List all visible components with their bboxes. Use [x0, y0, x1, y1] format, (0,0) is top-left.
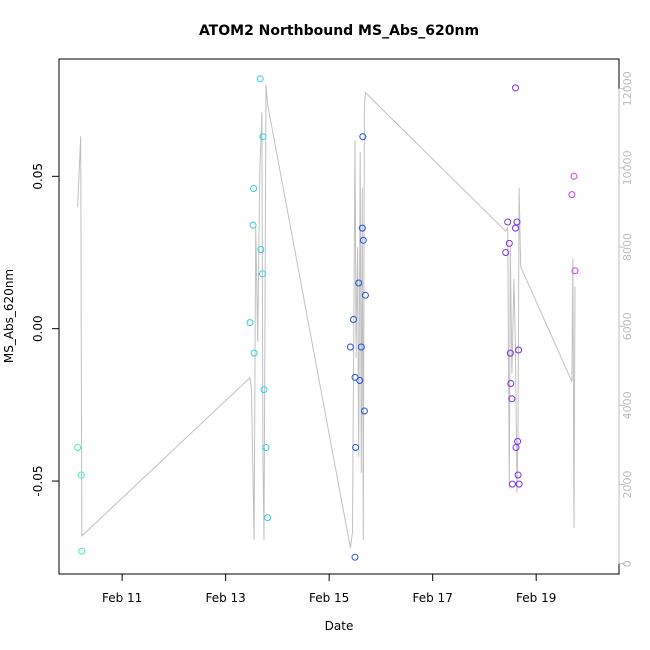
data-point	[514, 437, 522, 445]
data-point	[355, 279, 363, 287]
x-tick-label: Feb 19	[516, 591, 556, 605]
data-point	[358, 224, 366, 232]
data-point	[351, 373, 359, 381]
y2-tick-label: 0	[621, 560, 634, 567]
series-line	[77, 84, 576, 548]
y2-tick-label: 10000	[621, 150, 634, 185]
data-point	[513, 218, 521, 226]
y-axis-label: MS_Abs_620nm	[2, 269, 16, 363]
data-point	[508, 395, 516, 403]
data-point	[514, 471, 522, 479]
data-point	[568, 191, 576, 199]
x-axis-label: Date	[325, 619, 354, 633]
data-point	[346, 343, 354, 351]
x-tick-label: Feb 11	[102, 591, 142, 605]
data-point	[507, 380, 515, 387]
data-point	[504, 218, 512, 226]
data-point	[249, 221, 257, 229]
y2-tick-label: 2000	[621, 471, 634, 499]
data-point	[360, 407, 368, 415]
data-point	[78, 547, 86, 555]
data-point	[257, 246, 265, 253]
data-point	[259, 133, 267, 141]
data-point	[570, 172, 578, 180]
data-point	[350, 316, 357, 323]
data-point	[512, 224, 519, 232]
data-points	[74, 75, 579, 561]
y-tick-label: 0.00	[31, 315, 45, 342]
chart-title: ATOM2 Northbound MS_Abs_620nm	[199, 23, 479, 39]
secondary-series	[77, 84, 576, 548]
y2-tick-label: 12000	[621, 71, 634, 106]
y2-tick-label: 4000	[621, 391, 634, 419]
data-point	[359, 133, 367, 141]
data-point	[506, 349, 514, 357]
data-point	[260, 386, 268, 394]
data-point	[250, 349, 258, 357]
data-point	[512, 84, 519, 92]
y-tick-label: 0.05	[31, 163, 45, 190]
x-axis: Feb 11 Feb 13 Feb 15 Feb 17 Feb 19	[102, 573, 556, 605]
data-point	[361, 291, 369, 299]
x-tick-label: Feb 17	[413, 591, 453, 605]
data-point	[357, 343, 365, 351]
y-axis: -0.05 0.00 0.05	[31, 163, 60, 497]
y2-axis: 0 2000 4000 6000 8000 10000 12000	[618, 71, 634, 567]
x-tick-label: Feb 13	[205, 591, 245, 605]
data-point	[262, 444, 270, 451]
y-tick-label: -0.05	[31, 466, 45, 497]
y2-tick-label: 6000	[621, 312, 634, 340]
plot-frame	[58, 58, 620, 575]
data-point	[264, 514, 272, 522]
x-tick-label: Feb 15	[309, 591, 349, 605]
data-point	[502, 249, 510, 256]
data-point	[246, 319, 254, 327]
data-point	[359, 236, 367, 244]
y2-tick-label: 8000	[621, 233, 634, 261]
data-point	[356, 377, 364, 384]
data-point	[508, 480, 516, 488]
data-point	[351, 553, 359, 561]
data-point	[505, 239, 513, 247]
data-point	[258, 270, 266, 278]
data-point	[515, 480, 523, 488]
data-point	[515, 346, 523, 354]
data-point	[352, 444, 360, 451]
data-point	[256, 75, 264, 83]
data-point	[250, 185, 258, 192]
data-point	[74, 444, 82, 451]
data-point	[77, 471, 85, 479]
data-point	[571, 267, 579, 275]
